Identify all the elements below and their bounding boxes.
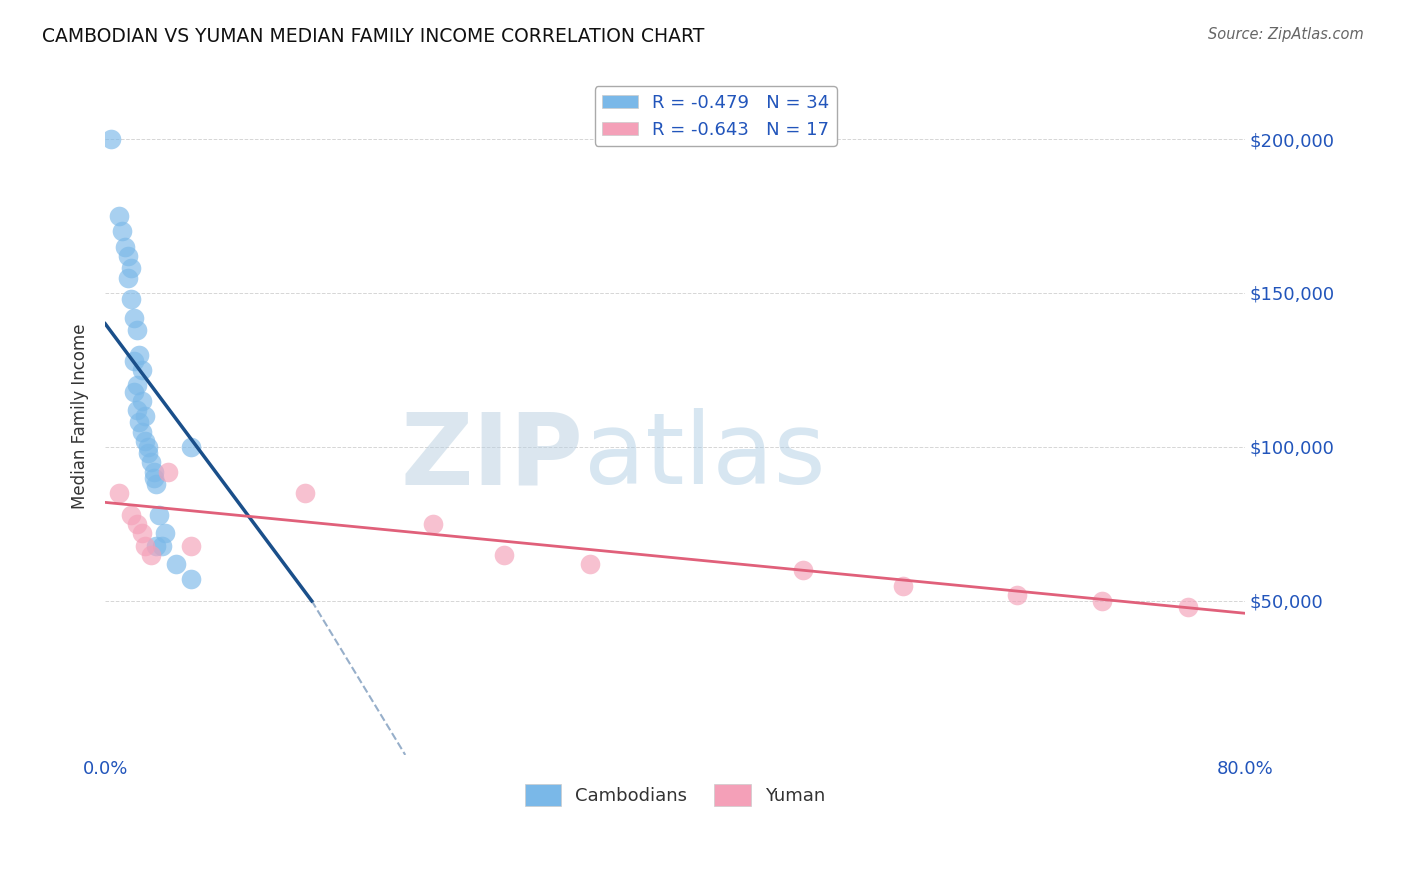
Point	[120, 292, 142, 306]
Point	[139, 455, 162, 469]
Point	[108, 486, 131, 500]
Point	[891, 578, 914, 592]
Point	[150, 539, 173, 553]
Point	[100, 132, 122, 146]
Point	[145, 539, 167, 553]
Point	[125, 378, 148, 392]
Point	[125, 403, 148, 417]
Text: atlas: atlas	[583, 409, 825, 506]
Point	[131, 363, 153, 377]
Point	[128, 415, 150, 429]
Point	[120, 261, 142, 276]
Point	[111, 224, 134, 238]
Point	[180, 440, 202, 454]
Text: Source: ZipAtlas.com: Source: ZipAtlas.com	[1208, 27, 1364, 42]
Point	[122, 353, 145, 368]
Point	[122, 310, 145, 325]
Point	[136, 446, 159, 460]
Legend: Cambodians, Yuman: Cambodians, Yuman	[517, 777, 832, 814]
Point	[1005, 588, 1028, 602]
Point	[136, 440, 159, 454]
Point	[142, 471, 165, 485]
Point	[148, 508, 170, 522]
Point	[792, 563, 814, 577]
Point	[134, 434, 156, 448]
Text: CAMBODIAN VS YUMAN MEDIAN FAMILY INCOME CORRELATION CHART: CAMBODIAN VS YUMAN MEDIAN FAMILY INCOME …	[42, 27, 704, 45]
Point	[128, 348, 150, 362]
Point	[108, 209, 131, 223]
Point	[1177, 600, 1199, 615]
Point	[131, 393, 153, 408]
Point	[120, 508, 142, 522]
Point	[134, 409, 156, 424]
Point	[114, 240, 136, 254]
Point	[142, 465, 165, 479]
Point	[422, 516, 444, 531]
Point	[125, 516, 148, 531]
Point	[180, 573, 202, 587]
Point	[117, 249, 139, 263]
Text: ZIP: ZIP	[401, 409, 583, 506]
Point	[139, 548, 162, 562]
Point	[180, 539, 202, 553]
Point	[156, 465, 179, 479]
Point	[294, 486, 316, 500]
Point	[134, 539, 156, 553]
Point	[165, 557, 187, 571]
Point	[117, 270, 139, 285]
Y-axis label: Median Family Income: Median Family Income	[72, 324, 89, 509]
Point	[145, 477, 167, 491]
Point	[122, 384, 145, 399]
Point	[1091, 594, 1114, 608]
Point	[131, 526, 153, 541]
Point	[131, 425, 153, 439]
Point	[578, 557, 600, 571]
Point	[494, 548, 516, 562]
Point	[125, 323, 148, 337]
Point	[153, 526, 176, 541]
